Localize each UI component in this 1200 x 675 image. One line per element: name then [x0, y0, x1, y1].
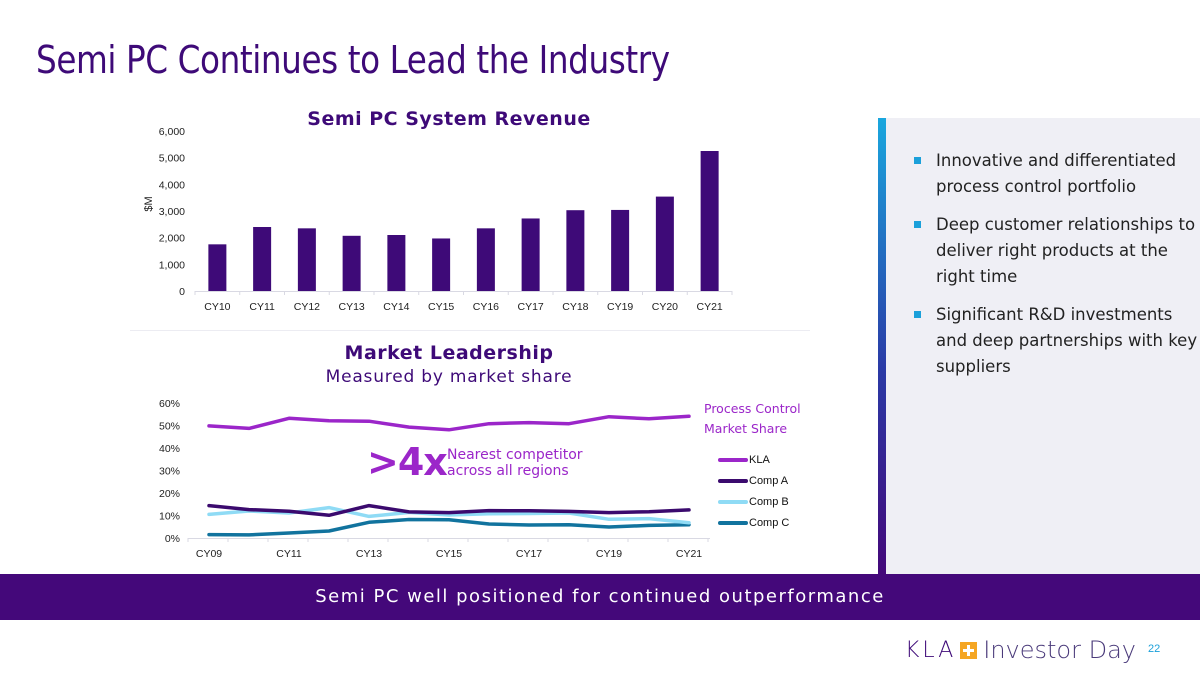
- bar-cy15: [432, 238, 451, 291]
- y-tick-label: 40%: [159, 443, 180, 455]
- line-chart-title: Market Leadership: [344, 342, 554, 364]
- footer-logo: KLA Investor Day: [905, 636, 1136, 664]
- y-tick-label: 3,000: [159, 206, 185, 218]
- x-tick-label: CY12: [294, 301, 320, 313]
- x-tick-label: CY17: [516, 548, 542, 560]
- legend-item: KLA: [718, 449, 789, 470]
- x-tick-label: CY11: [276, 548, 302, 560]
- bar-cy12: [297, 228, 316, 291]
- bar-cy21: [700, 151, 719, 291]
- bar-cy20: [655, 196, 674, 291]
- callout-line-1: Nearest competitor: [447, 447, 583, 463]
- bar-chart-title: Semi PC System Revenue: [307, 108, 591, 130]
- x-tick-label: CY13: [356, 548, 382, 560]
- legend-label: Comp A: [749, 474, 789, 487]
- x-tick-label: CY13: [338, 301, 364, 313]
- series-line-kla: [207, 414, 691, 432]
- bullet-item: Significant R&D investments and deep par…: [914, 302, 1199, 380]
- y-tick-label: 1,000: [159, 259, 185, 271]
- bullet-text: Significant R&D investments and deep par…: [936, 305, 1198, 376]
- bar-cy10: [208, 244, 227, 291]
- summary-banner: Semi PC well positioned for continued ou…: [0, 574, 1200, 620]
- multiple-callout-text: Nearest competitor across all regions: [447, 447, 583, 479]
- x-tick-label: CY15: [436, 548, 462, 560]
- bullet-square-icon: [914, 157, 921, 164]
- bullet-list: Innovative and differentiated process co…: [914, 148, 1199, 392]
- x-tick-label: CY16: [473, 301, 499, 313]
- x-tick-label: CY18: [562, 301, 588, 313]
- x-tick-label: CY19: [596, 548, 622, 560]
- bullet-square-icon: [914, 221, 921, 228]
- x-tick-label: CY15: [428, 301, 454, 313]
- market-share-line-chart: 0% 10% 20% 30% 40% 50% 60% CY09 CY11 CY13 CY15 CY17…: [159, 398, 710, 560]
- bullet-text: Deep customer relationships to deliver r…: [936, 215, 1196, 286]
- x-tick-label: CY20: [652, 301, 678, 313]
- y-tick-label: 10%: [159, 511, 180, 523]
- series-line-comp-b: [207, 505, 691, 525]
- bar-cy13: [342, 235, 361, 291]
- y-tick-label: 5,000: [159, 153, 185, 165]
- legend-item: Comp C: [718, 512, 789, 533]
- legend-item: Comp B: [718, 491, 789, 512]
- bar-cy18: [566, 210, 585, 291]
- bullet-square-icon: [914, 311, 921, 318]
- series-annotation-line-2: Market Share: [704, 421, 788, 436]
- legend-item: Comp A: [718, 470, 789, 491]
- legend-label: Comp B: [749, 495, 789, 508]
- bar-cy17: [521, 218, 540, 291]
- event-name: Investor Day: [983, 636, 1136, 664]
- bar-cy16: [476, 228, 495, 291]
- y-tick-label: 20%: [159, 488, 180, 500]
- y-tick-label: 2,000: [159, 233, 185, 245]
- page-number: 22: [1148, 643, 1161, 655]
- bullet-item: Innovative and differentiated process co…: [914, 148, 1199, 200]
- legend-label: KLA: [749, 453, 770, 466]
- bullet-item: Deep customer relationships to deliver r…: [914, 212, 1199, 290]
- y-tick-label: 50%: [159, 421, 180, 433]
- y-axis-label: $M: [143, 196, 155, 211]
- x-tick-label: CY17: [517, 301, 543, 313]
- panel-accent-bar: [878, 118, 886, 574]
- x-tick-label: CY21: [676, 548, 702, 560]
- chart-divider: [130, 330, 810, 331]
- bullet-text: Innovative and differentiated process co…: [936, 151, 1177, 196]
- series-line-comp-a: [207, 503, 691, 518]
- plus-icon: [960, 641, 978, 659]
- legend-swatch: [718, 457, 748, 462]
- multiple-callout: >4x: [367, 440, 448, 484]
- y-tick-label: 0%: [165, 533, 180, 545]
- x-tick-label: CY10: [204, 301, 230, 313]
- series-annotation: Process Control Market Share: [704, 399, 801, 439]
- x-tick-label: CY09: [196, 548, 222, 560]
- y-tick-label: 30%: [159, 466, 180, 478]
- series-annotation-line-1: Process Control: [704, 401, 801, 416]
- legend-swatch: [718, 499, 748, 504]
- y-tick-label: 60%: [159, 398, 180, 410]
- revenue-bar-chart: 0 1,000 2,000 3,000 4,000 5,000 6,000 $M CY10 CY1…: [143, 126, 733, 313]
- legend-swatch: [718, 520, 748, 525]
- side-panel: Innovative and differentiated process co…: [878, 118, 1200, 574]
- x-tick-label: CY14: [383, 301, 409, 313]
- page-title: Semi PC Continues to Lead the Industry: [36, 38, 670, 82]
- x-tick-label: CY11: [249, 301, 275, 313]
- x-tick-label: CY21: [696, 301, 722, 313]
- legend-label: Comp C: [749, 516, 790, 529]
- legend-swatch: [718, 478, 748, 483]
- y-tick-label: 0: [179, 286, 185, 298]
- line-chart-subtitle: Measured by market share: [325, 367, 573, 387]
- callout-line-2: across all regions: [447, 463, 569, 479]
- series-line-comp-c: [207, 517, 691, 537]
- x-tick-label: CY19: [607, 301, 633, 313]
- bar-cy14: [387, 235, 406, 291]
- y-tick-label: 6,000: [159, 126, 185, 138]
- y-tick-label: 4,000: [159, 179, 185, 191]
- bar-cy11: [253, 227, 272, 291]
- chart-legend: KLA Comp A Comp B Comp C: [718, 449, 789, 533]
- kla-logo-text: KLA: [905, 637, 957, 663]
- bar-cy19: [611, 209, 630, 291]
